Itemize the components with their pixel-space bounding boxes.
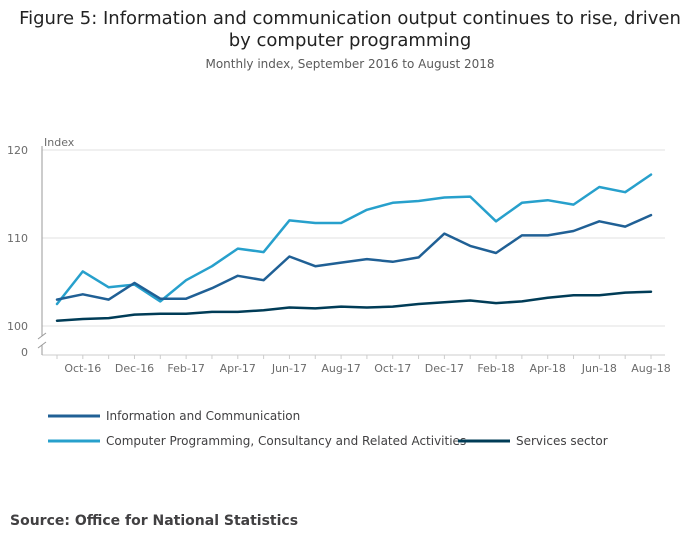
chart-title-line-2: by computer programming	[228, 30, 472, 51]
x-tick-label: Aug-18	[631, 362, 670, 375]
x-tick-label: Aug-17	[321, 362, 360, 375]
chart-title-line-1: Figure 5: Information and communication …	[19, 8, 681, 29]
chart-title: Figure 5: Information and communication …	[0, 8, 700, 52]
x-tick-label: Dec-16	[115, 362, 154, 375]
x-tick-label: Oct-16	[64, 362, 101, 375]
x-tick-label: Feb-18	[477, 362, 514, 375]
x-tick-label: Apr-17	[220, 362, 256, 375]
legend-label: Information and Communication	[106, 409, 300, 423]
y-tick-label: 100	[7, 320, 28, 333]
axis-break-mark	[37, 341, 47, 349]
x-tick-label: Feb-17	[167, 362, 204, 375]
legend-label: Services sector	[516, 434, 608, 448]
x-tick-label: Jun-17	[271, 362, 307, 375]
x-tick-label: Jun-18	[581, 362, 617, 375]
series-line	[55, 213, 653, 301]
x-tick-label: Apr-18	[530, 362, 566, 375]
x-tick-label: Dec-17	[425, 362, 464, 375]
source-note: Source: Office for National Statistics	[10, 513, 299, 529]
chart-subtitle: Monthly index, September 2016 to August …	[205, 57, 495, 71]
y-tick-label: 120	[7, 144, 28, 157]
axis-break-mark	[37, 332, 47, 340]
legend-label: Computer Programming, Consultancy and Re…	[106, 434, 466, 448]
series-line	[55, 173, 653, 306]
y-tick-label: 0	[21, 346, 28, 359]
y-axis-label: Index	[44, 136, 75, 149]
x-tick-label: Oct-17	[374, 362, 411, 375]
series-line	[55, 290, 653, 322]
y-tick-label: 110	[7, 232, 28, 245]
